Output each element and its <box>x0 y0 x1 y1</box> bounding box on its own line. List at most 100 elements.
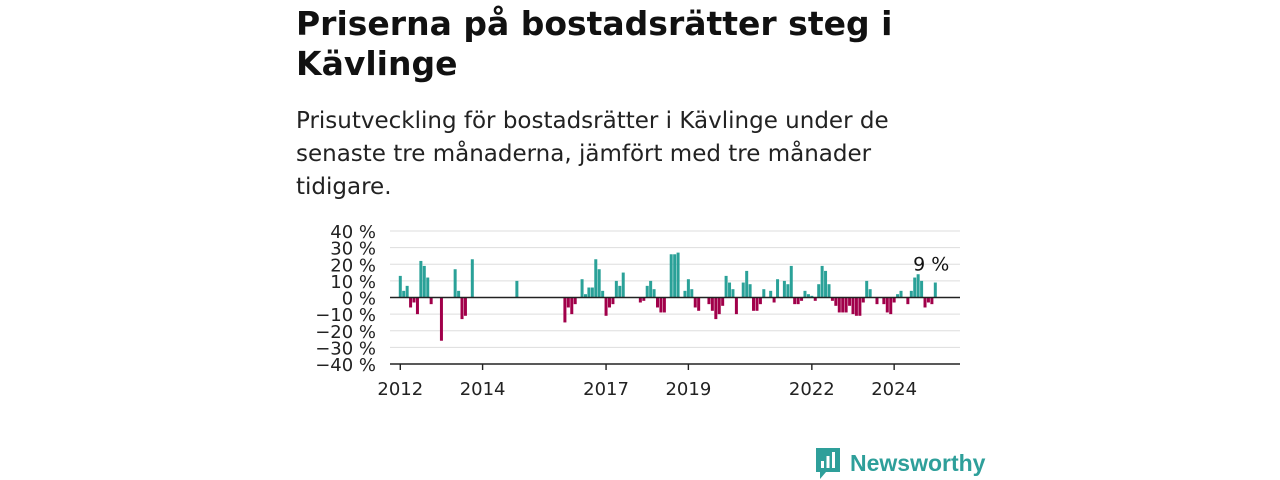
bar <box>683 290 687 298</box>
bar <box>470 259 474 298</box>
bar <box>728 282 732 298</box>
bar <box>854 297 858 316</box>
bar <box>645 285 649 298</box>
bar <box>573 297 577 305</box>
bar <box>611 297 615 305</box>
bar <box>906 297 910 305</box>
bar <box>601 290 605 298</box>
bar <box>457 290 461 298</box>
bar <box>429 297 433 305</box>
bar <box>614 280 618 298</box>
bar <box>714 297 718 320</box>
bar <box>415 297 419 315</box>
bar <box>453 269 457 298</box>
bar <box>834 297 838 306</box>
bar <box>690 289 694 298</box>
bar <box>776 279 780 298</box>
bar <box>748 284 752 298</box>
bar <box>865 280 869 298</box>
bar <box>686 279 690 298</box>
bar <box>806 294 810 298</box>
page-title: Priserna på bostadsrätter steg i Kävling… <box>296 4 893 83</box>
bar <box>861 297 865 303</box>
bar <box>566 297 570 308</box>
bar <box>782 280 786 298</box>
bar <box>844 297 848 313</box>
bar <box>789 265 793 298</box>
y-tick-label: 20 % <box>330 255 376 276</box>
x-tick-label: 2019 <box>665 379 711 400</box>
tick-labels: 40 %30 %20 %10 %0 %−10 %−20 %−30 %−40 %2… <box>315 222 917 400</box>
bar <box>899 290 903 298</box>
bar <box>721 297 725 306</box>
bar <box>659 297 663 313</box>
bar <box>803 290 807 298</box>
bar <box>752 297 756 311</box>
bar <box>590 287 594 298</box>
latest-value-label: 9 % <box>913 254 949 276</box>
y-tick-label: 40 % <box>330 222 376 243</box>
bar <box>793 297 797 305</box>
bar <box>848 297 852 306</box>
bar <box>885 297 889 313</box>
bar <box>745 270 749 298</box>
bar <box>638 297 642 303</box>
bar <box>830 297 834 301</box>
bar <box>669 254 673 298</box>
x-tick-label: 2017 <box>583 379 629 400</box>
bar <box>882 297 886 305</box>
bar <box>405 285 409 298</box>
bar <box>460 297 464 320</box>
bar <box>923 297 927 308</box>
bar <box>570 297 574 315</box>
bar <box>820 265 824 298</box>
bar <box>920 280 924 298</box>
y-tick-label: −20 % <box>315 322 376 343</box>
bar <box>463 297 467 316</box>
bar <box>621 272 625 298</box>
bar <box>813 297 817 301</box>
y-tick-label: 30 % <box>330 239 376 260</box>
bar <box>693 297 697 308</box>
bar <box>827 284 831 298</box>
bar <box>724 275 728 298</box>
bar <box>909 290 913 298</box>
bars <box>398 252 937 341</box>
y-tick-label: −10 % <box>315 305 376 326</box>
bar <box>697 297 701 311</box>
bar <box>707 297 711 305</box>
bar <box>717 297 721 315</box>
bar <box>587 287 591 298</box>
bar-chart-speech-bubble-icon <box>816 448 840 479</box>
bar <box>889 297 893 315</box>
bar <box>594 259 598 298</box>
bar <box>769 290 773 298</box>
bar <box>412 297 416 303</box>
newsworthy-logo: Newsworthy <box>814 446 985 480</box>
bar <box>618 285 622 298</box>
bar <box>426 277 430 298</box>
bar <box>926 297 930 303</box>
bar <box>875 297 879 305</box>
x-tick-label: 2024 <box>871 379 917 400</box>
bar <box>824 270 828 298</box>
bar <box>758 297 762 305</box>
bar <box>409 297 413 308</box>
x-tick-label: 2014 <box>460 379 506 400</box>
bar <box>800 297 804 301</box>
bar <box>580 279 584 298</box>
bar <box>810 295 814 298</box>
bar <box>837 297 841 313</box>
bar <box>398 275 402 298</box>
bar <box>913 277 917 298</box>
bar <box>419 260 423 298</box>
bar <box>642 297 646 301</box>
bar <box>676 252 680 298</box>
bar <box>731 289 735 298</box>
axes <box>390 296 960 370</box>
x-tick-label: 2022 <box>789 379 835 400</box>
bar <box>734 297 738 315</box>
bar <box>772 297 776 303</box>
bar <box>817 284 821 298</box>
bar <box>762 289 766 298</box>
